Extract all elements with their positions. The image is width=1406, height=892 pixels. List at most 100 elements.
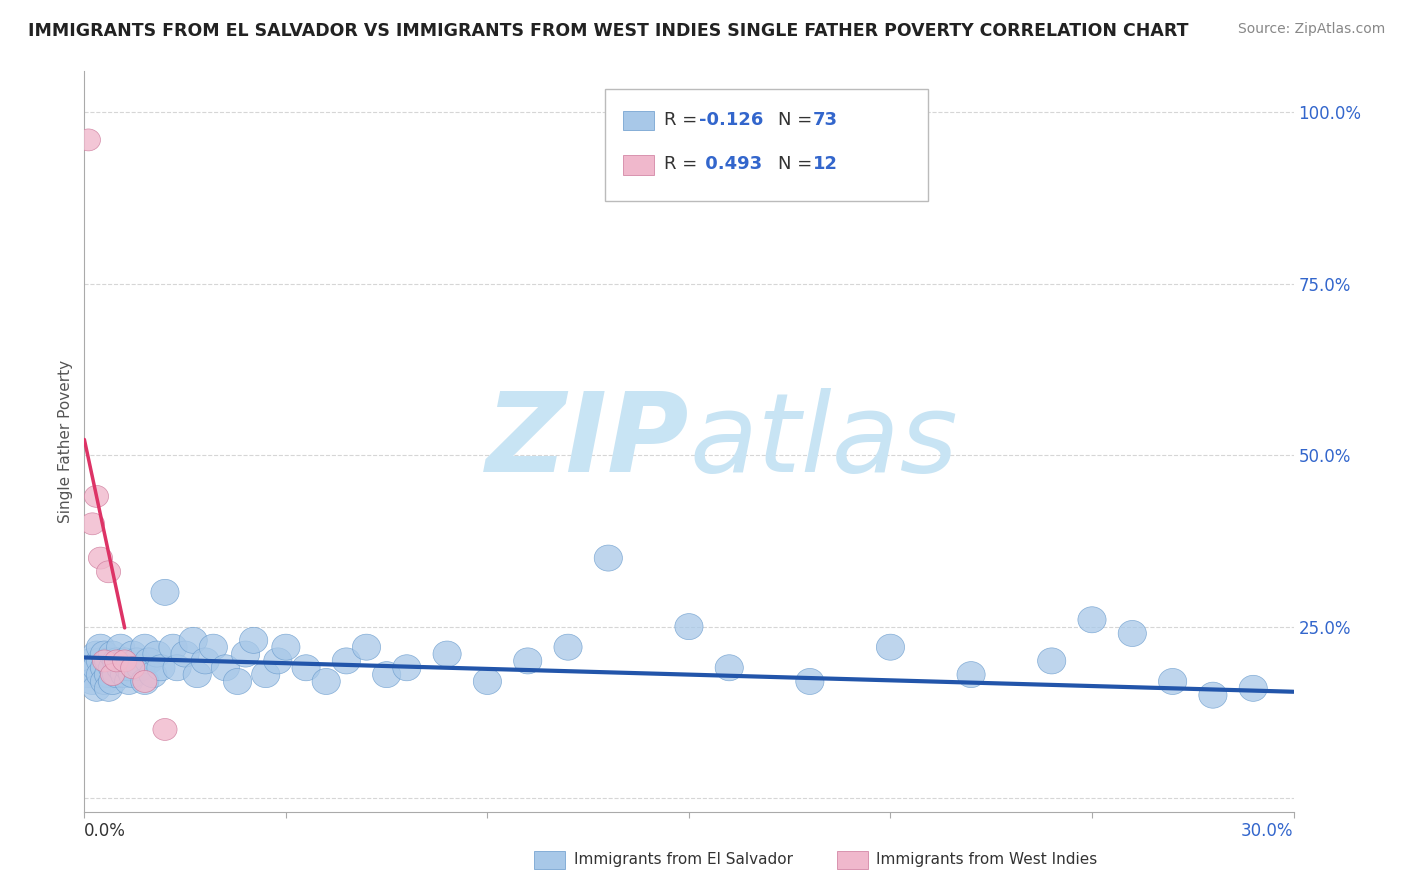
Ellipse shape	[146, 655, 174, 681]
Ellipse shape	[79, 668, 107, 695]
Ellipse shape	[80, 513, 104, 535]
Ellipse shape	[98, 641, 127, 667]
Ellipse shape	[89, 547, 112, 569]
Ellipse shape	[373, 662, 401, 688]
Ellipse shape	[98, 668, 127, 695]
Ellipse shape	[332, 648, 360, 674]
Ellipse shape	[83, 641, 111, 667]
Ellipse shape	[150, 579, 179, 606]
Ellipse shape	[163, 655, 191, 681]
Ellipse shape	[224, 668, 252, 695]
Text: 12: 12	[813, 155, 838, 173]
Ellipse shape	[111, 648, 139, 674]
Ellipse shape	[159, 634, 187, 660]
Ellipse shape	[1118, 621, 1146, 647]
Ellipse shape	[1038, 648, 1066, 674]
Ellipse shape	[76, 129, 100, 151]
Ellipse shape	[115, 655, 143, 681]
Ellipse shape	[595, 545, 623, 571]
Ellipse shape	[172, 641, 200, 667]
Text: 0.493: 0.493	[699, 155, 762, 173]
Ellipse shape	[211, 655, 239, 681]
Ellipse shape	[131, 668, 159, 695]
Ellipse shape	[75, 662, 103, 688]
Ellipse shape	[513, 648, 541, 674]
Ellipse shape	[239, 627, 267, 653]
Text: N =: N =	[778, 111, 817, 128]
Ellipse shape	[433, 641, 461, 667]
Ellipse shape	[86, 648, 115, 674]
Text: R =: R =	[664, 111, 703, 128]
Ellipse shape	[143, 641, 172, 667]
Ellipse shape	[121, 657, 145, 679]
Ellipse shape	[1239, 675, 1267, 701]
Ellipse shape	[93, 650, 117, 672]
Ellipse shape	[796, 668, 824, 695]
Ellipse shape	[103, 662, 131, 688]
Ellipse shape	[94, 648, 122, 674]
Ellipse shape	[131, 634, 159, 660]
Ellipse shape	[84, 485, 108, 508]
Ellipse shape	[83, 655, 111, 681]
Ellipse shape	[271, 634, 299, 660]
Ellipse shape	[1199, 682, 1227, 708]
Ellipse shape	[98, 655, 127, 681]
Text: N =: N =	[778, 155, 817, 173]
Ellipse shape	[90, 655, 118, 681]
Ellipse shape	[232, 641, 260, 667]
Ellipse shape	[94, 675, 122, 701]
Ellipse shape	[1159, 668, 1187, 695]
Text: Source: ZipAtlas.com: Source: ZipAtlas.com	[1237, 22, 1385, 37]
Text: 30.0%: 30.0%	[1241, 822, 1294, 840]
Ellipse shape	[135, 648, 163, 674]
Ellipse shape	[90, 641, 118, 667]
Ellipse shape	[675, 614, 703, 640]
Ellipse shape	[957, 662, 986, 688]
Text: Immigrants from West Indies: Immigrants from West Indies	[876, 853, 1097, 867]
Ellipse shape	[191, 648, 219, 674]
Text: atlas: atlas	[689, 388, 957, 495]
Text: 0.0%: 0.0%	[84, 822, 127, 840]
Ellipse shape	[153, 718, 177, 740]
Text: Immigrants from El Salvador: Immigrants from El Salvador	[574, 853, 793, 867]
Ellipse shape	[86, 662, 115, 688]
Ellipse shape	[474, 668, 502, 695]
Ellipse shape	[103, 648, 131, 674]
Ellipse shape	[94, 662, 122, 688]
Ellipse shape	[90, 668, 118, 695]
Ellipse shape	[876, 634, 904, 660]
Text: ZIP: ZIP	[485, 388, 689, 495]
Ellipse shape	[83, 675, 111, 701]
Ellipse shape	[179, 627, 207, 653]
Ellipse shape	[107, 655, 135, 681]
Text: 73: 73	[813, 111, 838, 128]
Ellipse shape	[252, 662, 280, 688]
Ellipse shape	[122, 648, 150, 674]
Ellipse shape	[86, 634, 115, 660]
Ellipse shape	[118, 641, 146, 667]
Ellipse shape	[104, 650, 129, 672]
Ellipse shape	[127, 655, 155, 681]
Ellipse shape	[100, 664, 125, 686]
Ellipse shape	[115, 668, 143, 695]
Ellipse shape	[264, 648, 292, 674]
Ellipse shape	[200, 634, 228, 660]
Text: R =: R =	[664, 155, 703, 173]
Ellipse shape	[716, 655, 744, 681]
Ellipse shape	[112, 650, 136, 672]
Ellipse shape	[107, 634, 135, 660]
Ellipse shape	[139, 662, 167, 688]
Y-axis label: Single Father Poverty: Single Father Poverty	[58, 360, 73, 523]
Ellipse shape	[132, 671, 157, 692]
Ellipse shape	[392, 655, 420, 681]
Text: -0.126: -0.126	[699, 111, 763, 128]
Ellipse shape	[118, 662, 146, 688]
Ellipse shape	[111, 662, 139, 688]
Ellipse shape	[292, 655, 321, 681]
Ellipse shape	[353, 634, 381, 660]
Text: IMMIGRANTS FROM EL SALVADOR VS IMMIGRANTS FROM WEST INDIES SINGLE FATHER POVERTY: IMMIGRANTS FROM EL SALVADOR VS IMMIGRANT…	[28, 22, 1188, 40]
Ellipse shape	[1078, 607, 1107, 632]
Ellipse shape	[79, 648, 107, 674]
Ellipse shape	[554, 634, 582, 660]
Ellipse shape	[97, 561, 121, 582]
